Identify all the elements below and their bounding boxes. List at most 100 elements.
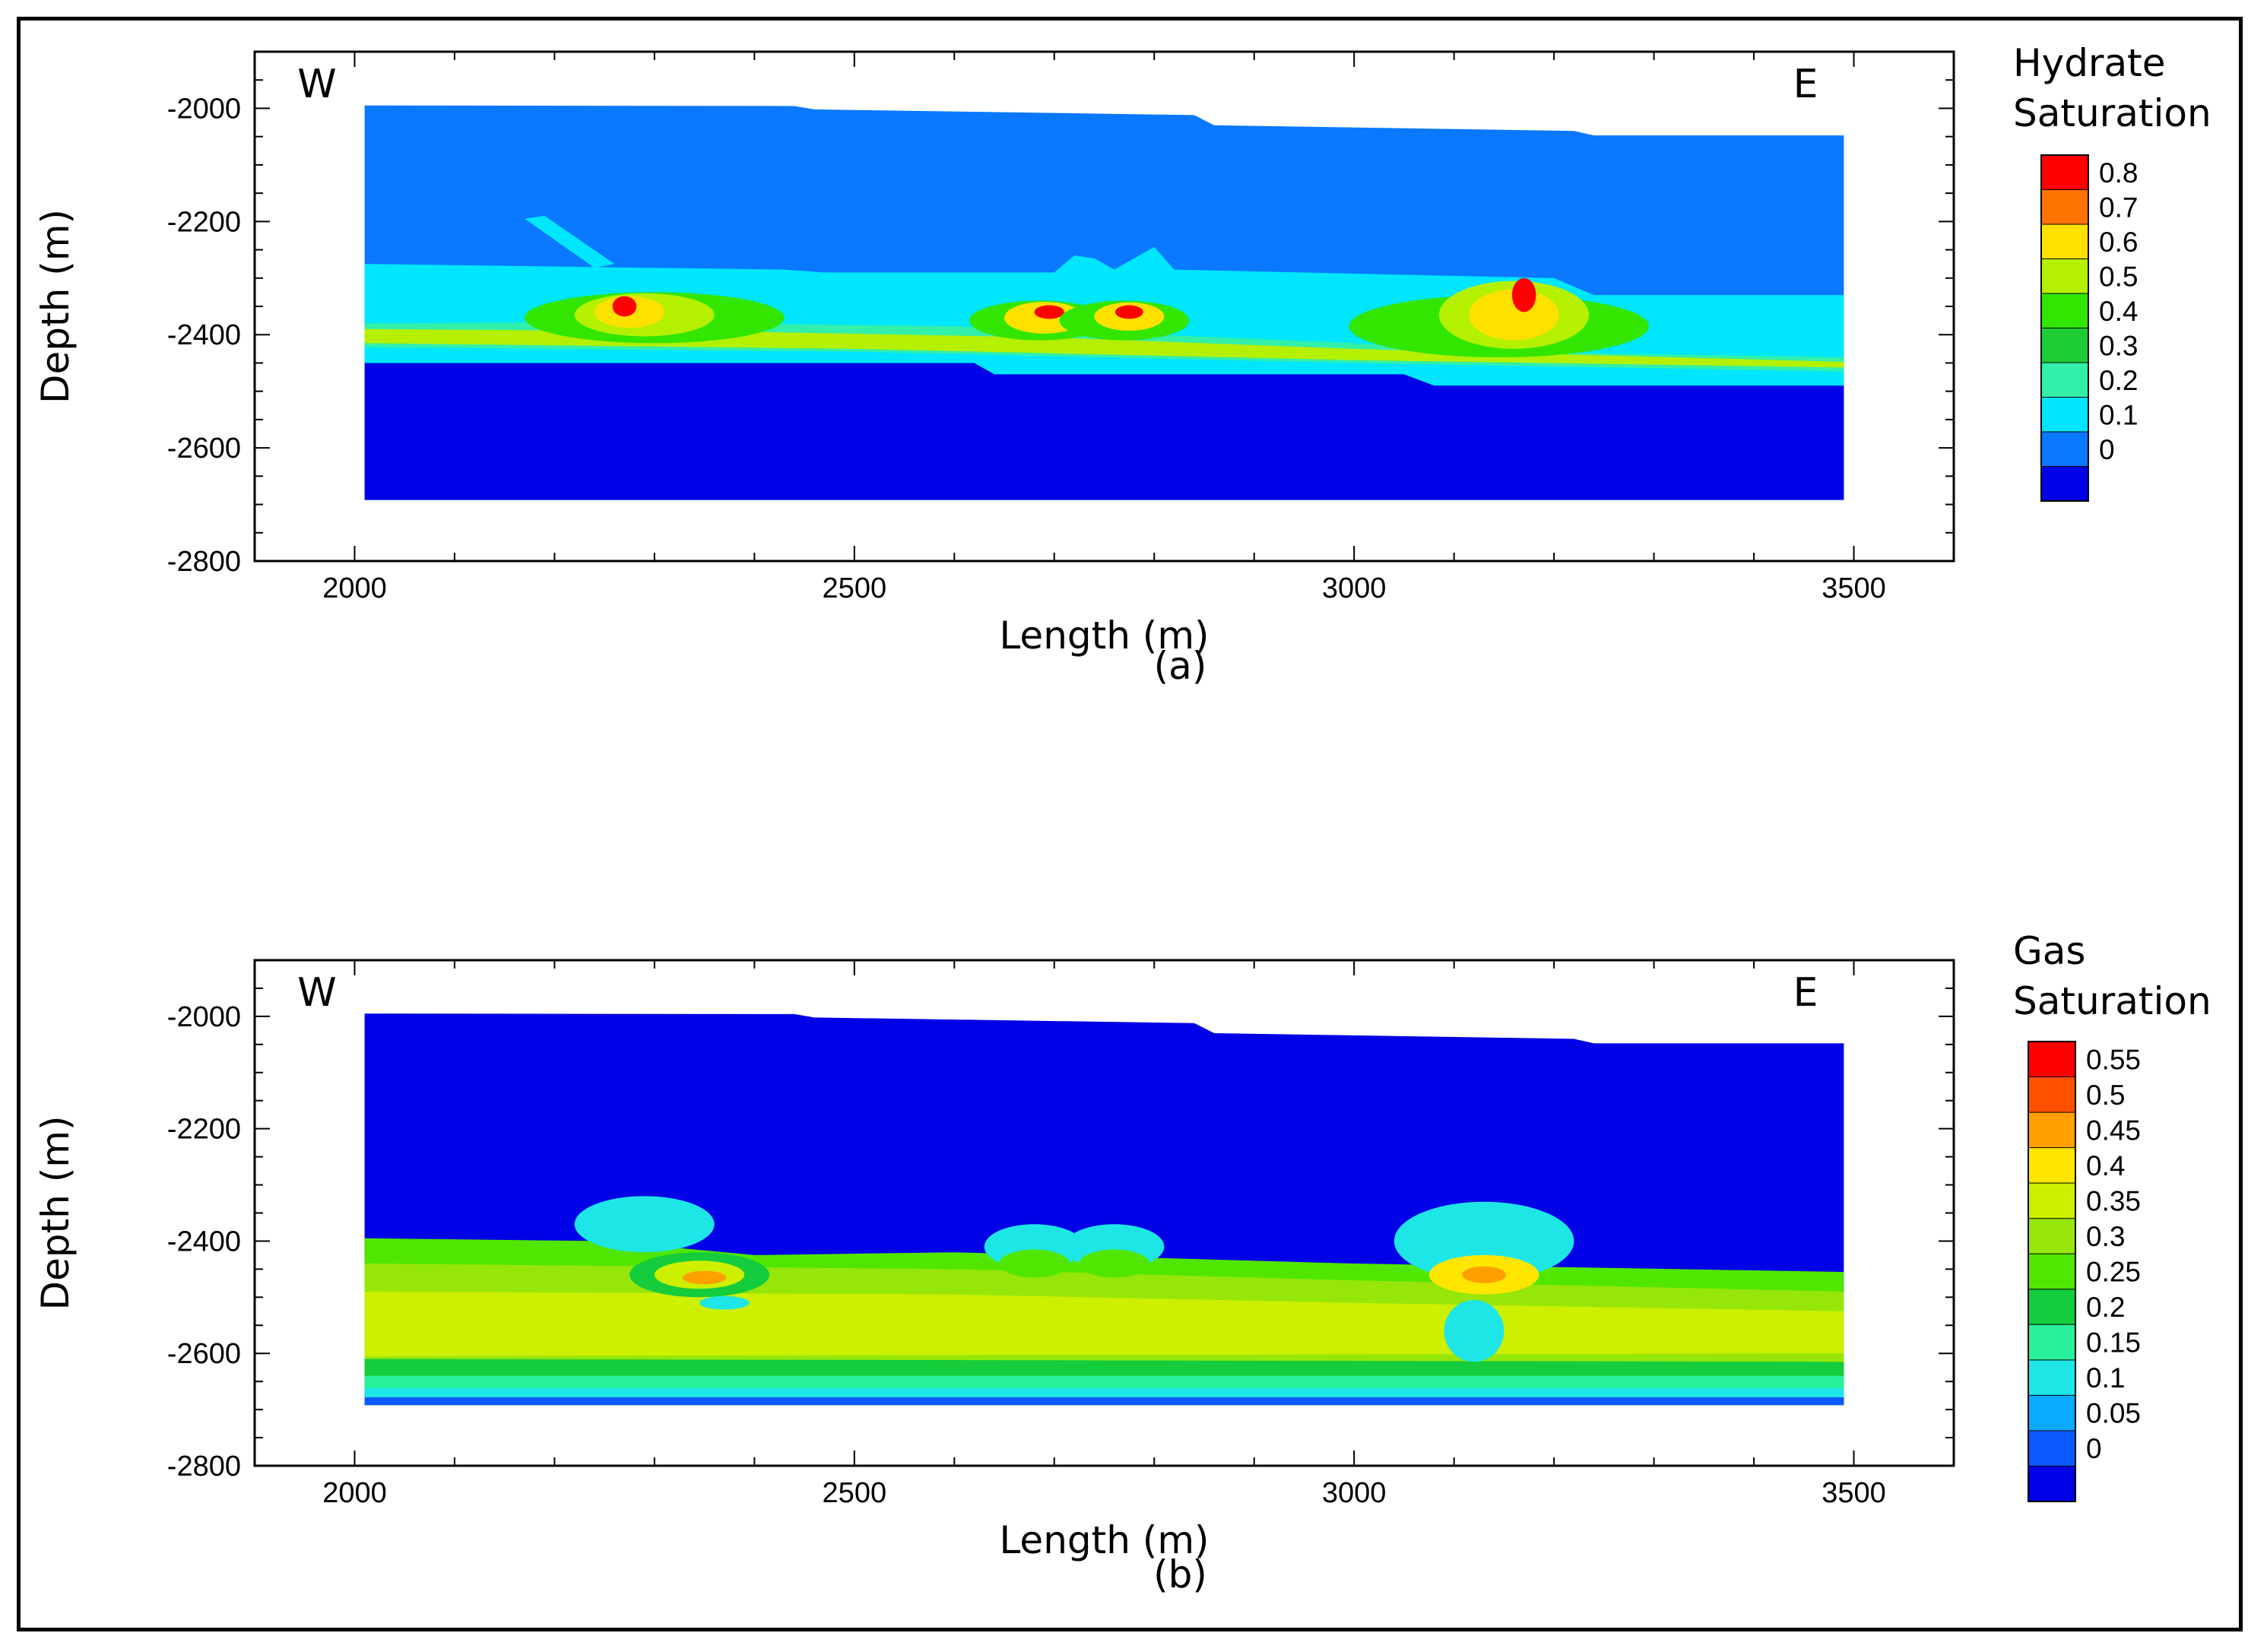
- y-axis-label: Depth (m): [33, 209, 78, 404]
- chart-panel-a: 2000 2500 3000 3500 -2000 -2200 -2400 -2600 -280…: [33, 41, 2212, 688]
- x-tick-label: 2000: [322, 1477, 387, 1509]
- legend-title-line1: Hydrate: [2013, 41, 2166, 85]
- colorbar-swatch: [2041, 363, 2088, 398]
- colorbar-label: 0.7: [2099, 192, 2138, 223]
- colorbar-swatch: [2028, 1430, 2075, 1467]
- colorbar-swatch: [2028, 1218, 2075, 1254]
- saturation-zone: [1444, 1300, 1504, 1362]
- y-tick-label: -2600: [167, 433, 241, 465]
- colorbar-legend: Gas Saturation 0.55 0.5 0.45 0.4 0.35 0.3 0.25 0.…: [2013, 929, 2212, 1502]
- saturation-zone: [574, 1196, 715, 1253]
- x-tick-label: 2500: [823, 572, 887, 604]
- colorbar-swatch: [2028, 1395, 2075, 1432]
- colorbar-swatch: [2028, 1466, 2075, 1502]
- colorbar-swatch: [2041, 189, 2088, 225]
- west-label: W: [297, 62, 336, 107]
- legend-title-line2: Saturation: [2013, 979, 2212, 1023]
- west-label: W: [297, 970, 336, 1016]
- colorbar-legend: Hydrate Saturation 0.80.7 0.60.5 0.40.3 0.20.…: [2013, 41, 2212, 502]
- y-tick-label: -2000: [167, 93, 241, 125]
- y-tick-label: -2600: [167, 1338, 241, 1370]
- colorbar-label: 0.4: [2099, 296, 2138, 327]
- saturation-layer: [364, 328, 1844, 368]
- colorbar-label: 0.05: [2086, 1398, 2141, 1429]
- colorbar-label: 0.1: [2099, 399, 2138, 430]
- colorbar-swatch: [2028, 1324, 2075, 1361]
- saturation-zone: [1114, 305, 1143, 319]
- x-tick-label: 3000: [1322, 572, 1387, 604]
- saturation-zone: [682, 1270, 727, 1285]
- x-tick-label: 2500: [823, 1477, 887, 1509]
- x-tick-label: 2000: [322, 572, 387, 604]
- y-axis-label: Depth (m): [33, 1116, 78, 1311]
- saturation-zone: [1511, 277, 1536, 312]
- y-tick-label: -2000: [167, 1001, 241, 1033]
- chart-panel-b: 2000 2500 3000 3500 -2000 -2200 -2400 -2600 -280…: [33, 929, 2212, 1597]
- saturation-feature: [524, 215, 615, 268]
- colorbar-label: 0.15: [2086, 1327, 2141, 1359]
- saturation-zone: [612, 296, 637, 317]
- colorbar-label: 0.1: [2086, 1362, 2125, 1394]
- y-tick-label: -2400: [167, 319, 241, 351]
- colorbar-swatch: [2041, 293, 2088, 328]
- saturation-zone: [1462, 1266, 1507, 1283]
- colorbar-label: 0.5: [2086, 1080, 2125, 1111]
- x-axis-label: Length (m): [999, 1518, 1209, 1562]
- colorbar-label: 0.3: [2099, 330, 2138, 361]
- saturation-layer: [364, 363, 1844, 500]
- colorbar-label: 0: [2086, 1433, 2102, 1464]
- colorbar-label: 0.4: [2086, 1150, 2125, 1181]
- colorbar-swatch: [2041, 466, 2088, 502]
- saturation-zone: [1079, 1249, 1149, 1278]
- colorbar-swatch: [2028, 1359, 2075, 1396]
- colorbar-label: 0.3: [2086, 1221, 2125, 1252]
- y-tick-label: -2200: [167, 206, 241, 238]
- colorbar-swatch: [2041, 155, 2088, 190]
- x-tick-label: 3500: [1822, 1477, 1886, 1509]
- y-tick-label: -2800: [167, 1451, 241, 1482]
- saturation-layer: [364, 1388, 1844, 1397]
- colorbar-label: 0.6: [2099, 227, 2138, 258]
- legend-title-line2: Saturation: [2013, 91, 2212, 135]
- colorbar-label: 0.2: [2099, 365, 2138, 396]
- x-tick-label: 3000: [1322, 1477, 1387, 1509]
- y-tick-label: -2400: [167, 1226, 241, 1257]
- x-tick-label: 3500: [1822, 572, 1886, 604]
- saturation-field: [364, 1013, 1844, 1406]
- saturation-zone: [1469, 289, 1559, 341]
- colorbar-swatch: [2028, 1183, 2075, 1219]
- colorbar-label: 0: [2099, 434, 2115, 465]
- colorbar-swatch: [2028, 1254, 2075, 1290]
- saturation-zone: [1034, 305, 1064, 319]
- panel-caption: (b): [1153, 1552, 1207, 1597]
- saturation-layer: [364, 1375, 1844, 1389]
- colorbar-label: 0.55: [2086, 1044, 2141, 1075]
- y-tick-label: -2800: [167, 546, 241, 578]
- colorbar-swatch: [2028, 1289, 2075, 1325]
- saturation-zone: [999, 1249, 1070, 1278]
- legend-title-line1: Gas: [2013, 929, 2085, 973]
- colorbar-border: [2028, 1041, 2076, 1502]
- colorbar-swatch: [2028, 1076, 2075, 1113]
- colorbar-label: 0.5: [2099, 261, 2138, 292]
- colorbar-swatch: [2028, 1112, 2075, 1149]
- saturation-zone: [1393, 1201, 1574, 1281]
- x-axis-label: Length (m): [999, 614, 1209, 658]
- colorbar-swatch: [2041, 432, 2088, 467]
- colorbar-label: 0.25: [2086, 1257, 2141, 1288]
- colorbar-swatch: [2028, 1042, 2075, 1078]
- colorbar-label: 0.45: [2086, 1115, 2141, 1146]
- panel-caption: (a): [1154, 644, 1207, 688]
- colorbar-swatch: [2028, 1147, 2075, 1184]
- saturation-layer: [364, 1397, 1844, 1406]
- y-tick-label: -2200: [167, 1114, 241, 1146]
- saturation-layer: [364, 1359, 1844, 1376]
- colorbar-label: 0.2: [2086, 1292, 2125, 1323]
- saturation-field: [364, 105, 1844, 500]
- colorbar-swatch: [2041, 224, 2088, 259]
- saturation-zone: [699, 1295, 750, 1310]
- colorbar-label: 0.8: [2099, 157, 2138, 189]
- colorbar-swatch: [2041, 397, 2088, 433]
- colorbar-swatch: [2041, 258, 2088, 294]
